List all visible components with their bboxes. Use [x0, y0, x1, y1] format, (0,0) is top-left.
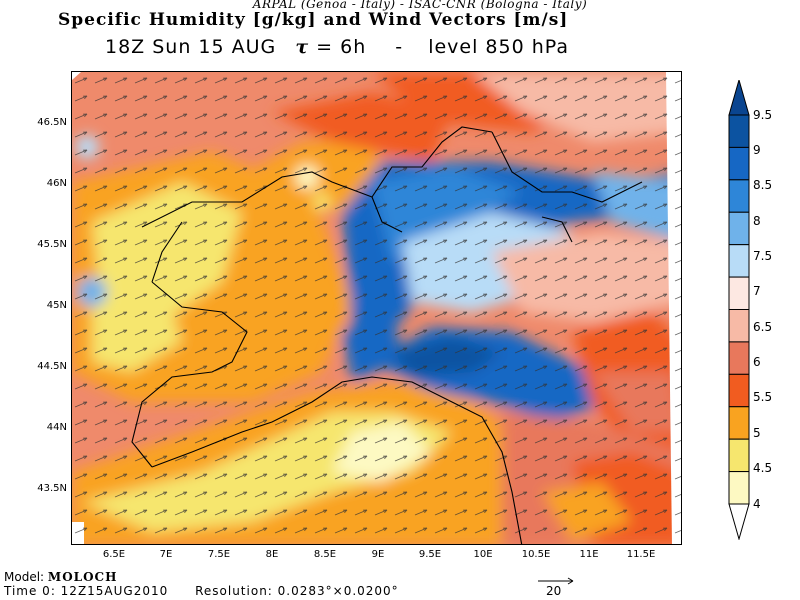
colorbar-swatch	[728, 438, 750, 473]
model-info: Model: MOLOCH	[4, 570, 117, 584]
colorbar-label: 4.5	[753, 461, 773, 475]
lon-label: 7.5E	[207, 549, 231, 560]
colorbar-label: 8.5	[753, 178, 773, 192]
humidity-map	[71, 71, 682, 545]
lat-label: 43.5N	[37, 483, 67, 494]
wind-vectors	[72, 72, 681, 544]
lon-label: 9.5E	[418, 549, 442, 560]
colorbar-under-triangle	[728, 503, 750, 540]
lat-label: 46N	[46, 178, 67, 189]
vector-scale-arrow	[538, 577, 574, 585]
model-label: Model:	[4, 570, 45, 584]
lat-label: 44N	[46, 422, 67, 433]
lat-label: 44.5N	[37, 361, 67, 372]
lon-label: 10E	[473, 549, 493, 560]
colorbar-swatch	[728, 373, 750, 408]
tau-symbol: τ	[295, 36, 310, 58]
colorbar-label: 6	[753, 355, 761, 369]
colorbar-swatch	[728, 114, 750, 148]
colorbar-label: 9.5	[753, 108, 773, 122]
lon-label: 11.5E	[626, 549, 656, 560]
run-info: Time 0: 12Z15AUG2010 Resolution: 0.0283°…	[4, 584, 399, 598]
vector-scale-label: 20	[546, 584, 562, 598]
lat-label: 46.5N	[37, 117, 67, 128]
subtitle-separator: -	[395, 36, 404, 58]
colorbar-label: 8	[753, 214, 761, 228]
colorbar-swatch	[728, 211, 750, 246]
coastlines	[131, 126, 643, 544]
colorbar-boxes	[728, 114, 750, 505]
colorbar-swatch	[728, 179, 750, 213]
colorbar-over-triangle	[728, 80, 750, 116]
colorbar	[728, 80, 750, 540]
colorbar-swatch	[728, 471, 750, 505]
colorbar-swatch	[728, 276, 750, 310]
chart-title: Specific Humidity [g/kg] and Wind Vector…	[58, 10, 569, 30]
colorbar-label: 5.5	[753, 390, 773, 404]
source-line: ARPAL (Genoa - Italy) - ISAC-CNR (Bologn…	[252, 0, 588, 11]
lon-label: 11E	[579, 549, 599, 560]
chart-subtitle: 18Z Sun 15 AUG τ = 6h - level 850 hPa	[105, 36, 569, 58]
lon-label: 10.5E	[521, 549, 551, 560]
colorbar-label: 7	[753, 284, 761, 298]
lon-label: 8.5E	[313, 549, 337, 560]
colorbar-label: 9	[753, 143, 761, 157]
resolution-text: Resolution: 0.0283°×0.0200°	[195, 584, 399, 598]
lat-label: 45.5N	[37, 239, 67, 250]
colorbar-label: 4	[753, 497, 761, 511]
colorbar-label: 5	[753, 426, 761, 440]
lon-label: 8E	[265, 549, 279, 560]
lat-label: 45N	[46, 300, 67, 311]
subtitle-tau-value: = 6h	[316, 36, 367, 58]
colorbar-swatch	[728, 406, 750, 440]
colorbar-swatch	[728, 341, 750, 375]
subtitle-time: 18Z Sun 15 AUG	[105, 36, 277, 58]
subtitle-level: level 850 hPa	[428, 36, 570, 58]
lon-label: 6.5E	[102, 549, 126, 560]
colorbar-swatch	[728, 309, 750, 343]
lon-label: 9E	[371, 549, 385, 560]
colorbar-label: 6.5	[753, 320, 773, 334]
time0-text: Time 0: 12Z15AUG2010	[4, 584, 169, 598]
model-name: MOLOCH	[47, 570, 118, 584]
colorbar-label: 7.5	[753, 249, 773, 263]
colorbar-swatch	[728, 244, 750, 278]
lon-label: 7E	[159, 549, 173, 560]
colorbar-swatch	[728, 146, 750, 181]
